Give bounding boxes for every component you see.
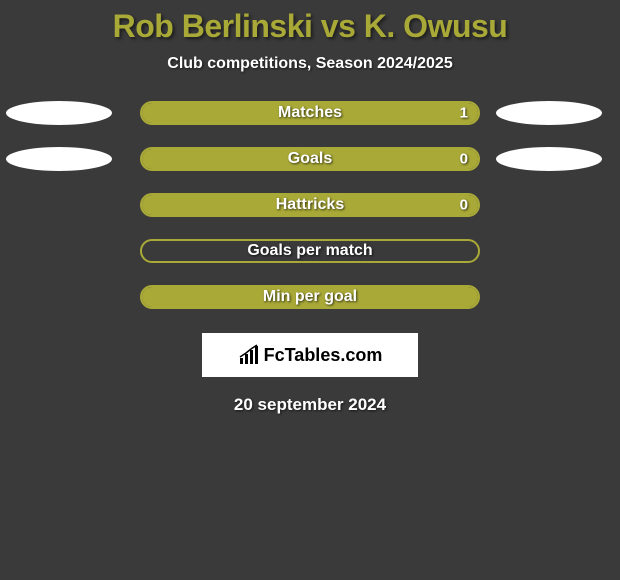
page-title: Rob Berlinski vs K. Owusu — [113, 8, 508, 45]
player-left-ellipse — [6, 147, 112, 171]
stat-value-right: 0 — [460, 151, 468, 168]
stat-value-right: 0 — [460, 197, 468, 214]
stat-row: Goals per match — [0, 239, 620, 263]
stat-bar: Min per goal — [140, 285, 480, 309]
comparison-infographic: Rob Berlinski vs K. Owusu Club competiti… — [0, 0, 620, 415]
stat-row: 1 Matches — [0, 101, 620, 125]
stat-rows: 1 Matches 0 Goals 0 Hattricks Goals per match M… — [0, 101, 620, 309]
stat-label: Min per goal — [263, 288, 357, 306]
stat-label: Hattricks — [276, 196, 344, 214]
player-right-ellipse — [496, 101, 602, 125]
date-label: 20 september 2024 — [234, 395, 386, 415]
stat-row: 0 Goals — [0, 147, 620, 171]
stat-bar: 0 Hattricks — [140, 193, 480, 217]
logo-box: FcTables.com — [202, 333, 418, 377]
stat-row: Min per goal — [0, 285, 620, 309]
stat-label: Matches — [278, 104, 342, 122]
stat-row: 0 Hattricks — [0, 193, 620, 217]
player-right-ellipse — [496, 147, 602, 171]
stat-value-right: 1 — [460, 105, 468, 122]
stat-label: Goals — [288, 150, 332, 168]
subtitle: Club competitions, Season 2024/2025 — [167, 55, 452, 73]
stat-label: Goals per match — [247, 242, 372, 260]
chart-icon — [238, 344, 260, 366]
stat-bar: 0 Goals — [140, 147, 480, 171]
stat-bar: 1 Matches — [140, 101, 480, 125]
stat-bar: Goals per match — [140, 239, 480, 263]
logo-text: FcTables.com — [264, 345, 383, 366]
player-left-ellipse — [6, 101, 112, 125]
